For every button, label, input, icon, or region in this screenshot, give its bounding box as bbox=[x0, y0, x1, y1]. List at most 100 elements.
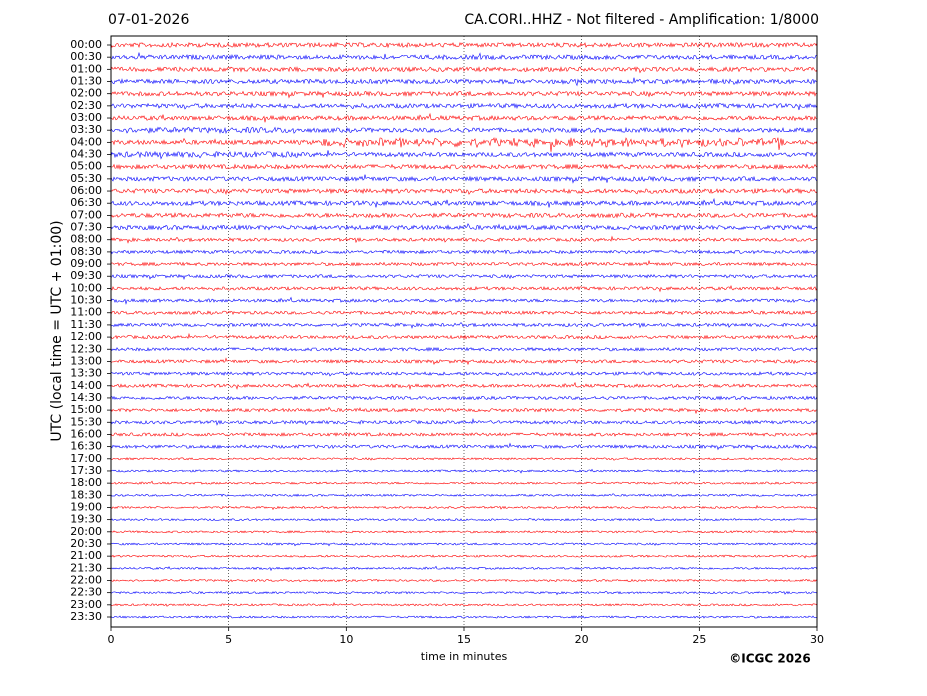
trace bbox=[110, 66, 818, 74]
trace bbox=[110, 197, 818, 208]
y-tick-label: 16:30 bbox=[70, 440, 102, 453]
trace bbox=[110, 381, 818, 391]
trace bbox=[110, 602, 818, 607]
y-tick-label: 05:00 bbox=[70, 160, 102, 173]
trace bbox=[110, 529, 818, 534]
trace bbox=[110, 41, 818, 49]
y-tick-label: 19:30 bbox=[70, 513, 102, 526]
y-tick-label: 18:30 bbox=[70, 488, 102, 501]
y-tick-label: 09:00 bbox=[70, 257, 102, 270]
trace bbox=[110, 212, 818, 219]
y-tick-label: 22:30 bbox=[70, 586, 102, 599]
y-tick-label: 00:30 bbox=[70, 50, 102, 63]
trace bbox=[110, 235, 818, 244]
y-tick-label: 10:00 bbox=[70, 281, 102, 294]
trace bbox=[110, 223, 818, 231]
date-title: 07-01-2026 bbox=[108, 12, 189, 28]
trace bbox=[110, 565, 818, 572]
trace bbox=[110, 150, 818, 160]
trace bbox=[111, 163, 818, 171]
y-tick-label: 02:30 bbox=[70, 99, 102, 112]
trace bbox=[110, 174, 818, 184]
trace bbox=[110, 468, 818, 474]
y-tick-label: 17:30 bbox=[70, 464, 102, 477]
y-tick-label: 19:00 bbox=[70, 500, 102, 513]
trace bbox=[110, 493, 818, 497]
credit: ©ICGC 2026 bbox=[729, 652, 811, 666]
x-tick-label: 20 bbox=[575, 633, 589, 646]
trace bbox=[110, 371, 818, 377]
y-tick-label: 08:00 bbox=[70, 233, 102, 246]
y-tick-label: 05:30 bbox=[70, 172, 102, 185]
trace bbox=[110, 480, 818, 485]
trace bbox=[110, 554, 818, 559]
trace bbox=[110, 51, 818, 61]
y-tick-label: 18:00 bbox=[70, 476, 102, 489]
y-tick-label: 01:00 bbox=[70, 62, 102, 75]
y-tick-label: 14:00 bbox=[70, 379, 102, 392]
trace bbox=[110, 284, 818, 293]
trace bbox=[110, 322, 818, 329]
trace bbox=[110, 431, 818, 437]
y-tick-label: 04:00 bbox=[70, 135, 102, 148]
trace bbox=[110, 273, 818, 281]
plot-frame bbox=[110, 35, 818, 628]
y-tick-label: 06:30 bbox=[70, 196, 102, 209]
y-tick-label: 20:00 bbox=[70, 525, 102, 538]
y-tick-label: 13:30 bbox=[70, 367, 102, 380]
y-tick-label: 17:00 bbox=[70, 452, 102, 465]
trace bbox=[110, 615, 817, 619]
x-tick-label: 30 bbox=[810, 633, 824, 646]
y-tick-label: 02:00 bbox=[70, 87, 102, 100]
y-tick-label: 15:00 bbox=[70, 403, 102, 416]
x-tick-label: 25 bbox=[692, 633, 706, 646]
trace bbox=[110, 90, 818, 99]
y-tick-label: 07:00 bbox=[70, 208, 102, 221]
y-tick-label: 06:00 bbox=[70, 184, 102, 197]
trace bbox=[110, 504, 818, 511]
y-tick-label: 01:30 bbox=[70, 75, 102, 88]
trace bbox=[110, 249, 818, 255]
trace bbox=[110, 296, 818, 305]
y-tick-label: 00:00 bbox=[70, 38, 102, 51]
trace bbox=[110, 406, 818, 415]
y-tick-label: 22:00 bbox=[70, 573, 102, 586]
trace bbox=[110, 102, 818, 111]
trace bbox=[110, 332, 818, 340]
y-tick-label: 04:30 bbox=[70, 148, 102, 161]
y-tick-label: 03:00 bbox=[70, 111, 102, 124]
y-tick-label: 11:00 bbox=[70, 306, 102, 319]
trace bbox=[110, 126, 818, 134]
trace bbox=[110, 259, 818, 267]
y-tick-label: 23:30 bbox=[70, 610, 102, 623]
trace bbox=[110, 542, 818, 547]
y-tick-label: 14:30 bbox=[70, 391, 102, 404]
y-tick-label: 07:30 bbox=[70, 221, 102, 234]
trace bbox=[110, 395, 818, 401]
y-tick-label: 15:30 bbox=[70, 415, 102, 428]
trace bbox=[110, 578, 818, 583]
y-tick-label: 21:00 bbox=[70, 549, 102, 562]
trace bbox=[110, 590, 818, 596]
y-tick-label: 12:00 bbox=[70, 330, 102, 343]
trace bbox=[110, 442, 818, 451]
y-tick-label: 23:00 bbox=[70, 598, 102, 611]
trace bbox=[110, 112, 818, 123]
trace bbox=[110, 136, 818, 152]
trace bbox=[110, 518, 818, 522]
x-tick-label: 0 bbox=[108, 633, 115, 646]
x-tick-label: 15 bbox=[457, 633, 471, 646]
y-axis-label: UTC (local time = UTC + 01:00) bbox=[49, 220, 65, 441]
y-tick-label: 11:30 bbox=[70, 318, 102, 331]
x-tick-label: 5 bbox=[225, 633, 232, 646]
y-tick-label: 09:30 bbox=[70, 269, 102, 282]
y-tick-label: 13:00 bbox=[70, 354, 102, 367]
trace bbox=[110, 457, 818, 461]
x-axis-label: time in minutes bbox=[421, 650, 508, 663]
trace bbox=[110, 346, 818, 352]
y-tick-label: 08:30 bbox=[70, 245, 102, 258]
trace bbox=[110, 187, 818, 195]
y-tick-label: 21:30 bbox=[70, 561, 102, 574]
trace bbox=[110, 77, 818, 87]
